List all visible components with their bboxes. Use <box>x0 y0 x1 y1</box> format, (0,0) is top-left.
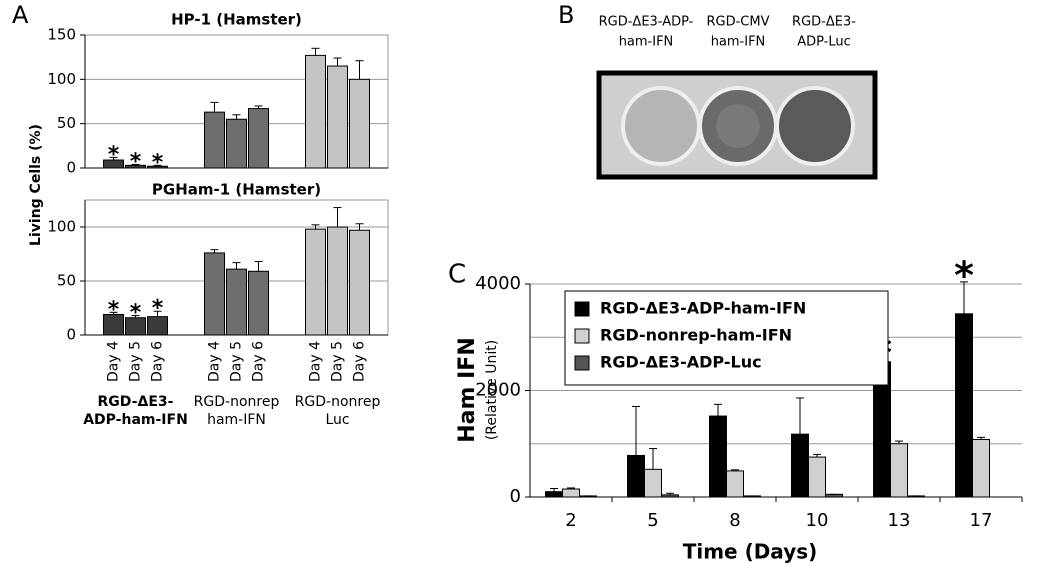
x-tick-label: RGD-ΔE3- <box>98 394 174 410</box>
x-tick-label: 10 <box>806 510 829 531</box>
bar <box>349 229 370 336</box>
y-tick-label: 0 <box>66 326 76 344</box>
bar <box>972 438 990 498</box>
bar <box>644 468 662 498</box>
bar-label: Day 4 <box>106 341 122 382</box>
panel-letter: B <box>558 1 574 29</box>
legend-label: RGD-ΔE3-ADP-ham-IFN <box>600 299 806 318</box>
bar <box>627 454 645 498</box>
panel-letter: A <box>12 1 29 29</box>
annotation: * <box>152 296 164 321</box>
annotation: * <box>108 142 120 167</box>
y-axis-label: Ham IFN <box>455 337 480 442</box>
bar-label: Day 6 <box>251 341 267 382</box>
bar <box>327 65 348 169</box>
x-tick-label: 17 <box>970 510 993 531</box>
y-axis-label: Living Cells (%) <box>28 124 44 246</box>
bar <box>808 456 826 498</box>
bar <box>226 268 247 336</box>
bar <box>204 252 225 336</box>
y-tick-label: 0 <box>510 486 521 507</box>
y-tick-label: 50 <box>57 272 76 290</box>
legend-box <box>564 290 889 386</box>
x-tick-label: Luc <box>325 412 349 428</box>
well <box>775 86 855 166</box>
legend-label: RGD-nonrep-ham-IFN <box>600 326 792 345</box>
x-tick-label: RGD-nonrep <box>295 394 381 410</box>
annotation: * <box>108 297 120 322</box>
legend-swatch <box>574 328 590 344</box>
y-tick-label: 50 <box>57 114 76 132</box>
x-tick-label: 8 <box>729 510 740 531</box>
y-tick-label: 100 <box>47 218 76 236</box>
legend-label: RGD-ΔE3-ADP-Luc <box>600 353 762 372</box>
bar <box>305 228 326 336</box>
y-tick-label: 100 <box>47 70 76 88</box>
bar <box>248 108 269 169</box>
chart-title: PGHam-1 (Hamster) <box>152 181 321 199</box>
annotation: * <box>954 253 974 297</box>
bar <box>791 433 809 498</box>
bar <box>661 494 679 498</box>
annotation: * <box>152 150 164 175</box>
well-label: ADP-Luc <box>797 35 851 50</box>
well-label: RGD-CMV <box>707 15 770 30</box>
y-tick-label: 2000 <box>475 380 521 401</box>
bar <box>709 415 727 498</box>
bar-label: Day 4 <box>308 341 324 382</box>
y-tick-label: 4000 <box>475 273 521 294</box>
y-tick-label: 150 <box>47 26 76 44</box>
well-label: ham-IFN <box>711 35 766 50</box>
x-axis-label: Time (Days) <box>683 540 818 564</box>
well-label: ham-IFN <box>619 35 674 50</box>
bar <box>955 313 973 498</box>
bar-label: Day 6 <box>150 341 166 382</box>
bar <box>562 488 580 498</box>
bar <box>349 78 370 169</box>
well-label: RGD-ΔE3-ADP- <box>599 15 694 30</box>
bar <box>545 491 563 498</box>
chart-title: HP-1 (Hamster) <box>171 11 302 29</box>
x-tick-label: 2 <box>565 510 576 531</box>
bar-label: Day 5 <box>330 341 346 382</box>
well-center <box>716 104 760 148</box>
bar <box>327 226 348 336</box>
legend-swatch <box>574 355 590 371</box>
bar <box>305 54 326 169</box>
annotation: * <box>130 149 142 174</box>
bar-label: Day 5 <box>229 341 245 382</box>
panel-letter: C <box>448 260 466 290</box>
well-label: RGD-ΔE3- <box>792 15 856 30</box>
x-tick-label: ham-IFN <box>207 412 266 428</box>
x-tick-label: RGD-nonrep <box>194 394 280 410</box>
bar <box>248 270 269 336</box>
well <box>621 86 701 166</box>
annotation: * <box>130 301 142 326</box>
bar <box>726 470 744 498</box>
legend-swatch <box>574 301 590 317</box>
bar <box>204 111 225 169</box>
bar-label: Day 5 <box>128 341 144 382</box>
panel-b: RGD-ΔE3-ADP- ham-IFN RGD-CMV ham-IFN RGD… <box>596 15 878 180</box>
y-axis-sublabel: (Relative Unit) <box>484 340 500 440</box>
x-tick-label: ADP-ham-IFN <box>83 412 188 428</box>
bar <box>226 118 247 169</box>
y-tick-label: 0 <box>66 159 76 177</box>
x-tick-label: 5 <box>647 510 658 531</box>
x-tick-label: 13 <box>888 510 911 531</box>
bar-label: Day 6 <box>352 341 368 382</box>
bar-label: Day 4 <box>207 341 223 382</box>
bar <box>890 443 908 498</box>
